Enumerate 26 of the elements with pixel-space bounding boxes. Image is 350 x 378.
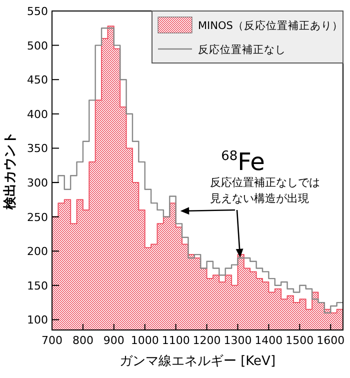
legend-label: 反応位置補正なし [198, 43, 286, 56]
y-tick-label: 500 [27, 39, 48, 52]
x-tick-label: 1300 [224, 334, 252, 347]
annotation: 反応位置補正なしでは見えない構造が出現 [210, 176, 320, 205]
y-axis-title: 検出カウント [3, 132, 18, 210]
x-tick-label: 900 [103, 334, 124, 347]
y-tick-label: 300 [27, 176, 48, 190]
annotation: $^{68}$Fe [221, 148, 265, 176]
x-tick-label: 1600 [316, 334, 345, 347]
y-tick-label: 150 [27, 279, 48, 292]
y-tick-label: 350 [27, 142, 48, 156]
x-axis-title: ガンマ線エネルギー [KeV] [119, 354, 276, 369]
x-tick-label: 1400 [254, 334, 283, 347]
y-tick-label: 400 [27, 108, 48, 121]
x-tick-label: 1500 [286, 334, 314, 347]
y-tick-label: 450 [27, 74, 48, 87]
y-tick-label: 250 [27, 210, 48, 224]
x-tick-label: 800 [72, 334, 94, 347]
y-tick-label: 550 [27, 5, 48, 18]
legend-label: MINOS（反応位置補正あり） [198, 19, 343, 32]
y-tick-label: 200 [27, 245, 48, 258]
y-tick-label: 100 [27, 314, 48, 327]
x-tick-label: 1000 [130, 334, 159, 347]
x-tick-label: 1100 [162, 334, 190, 347]
x-tick-label: 700 [42, 334, 62, 347]
x-tick-label: 1200 [192, 334, 221, 347]
